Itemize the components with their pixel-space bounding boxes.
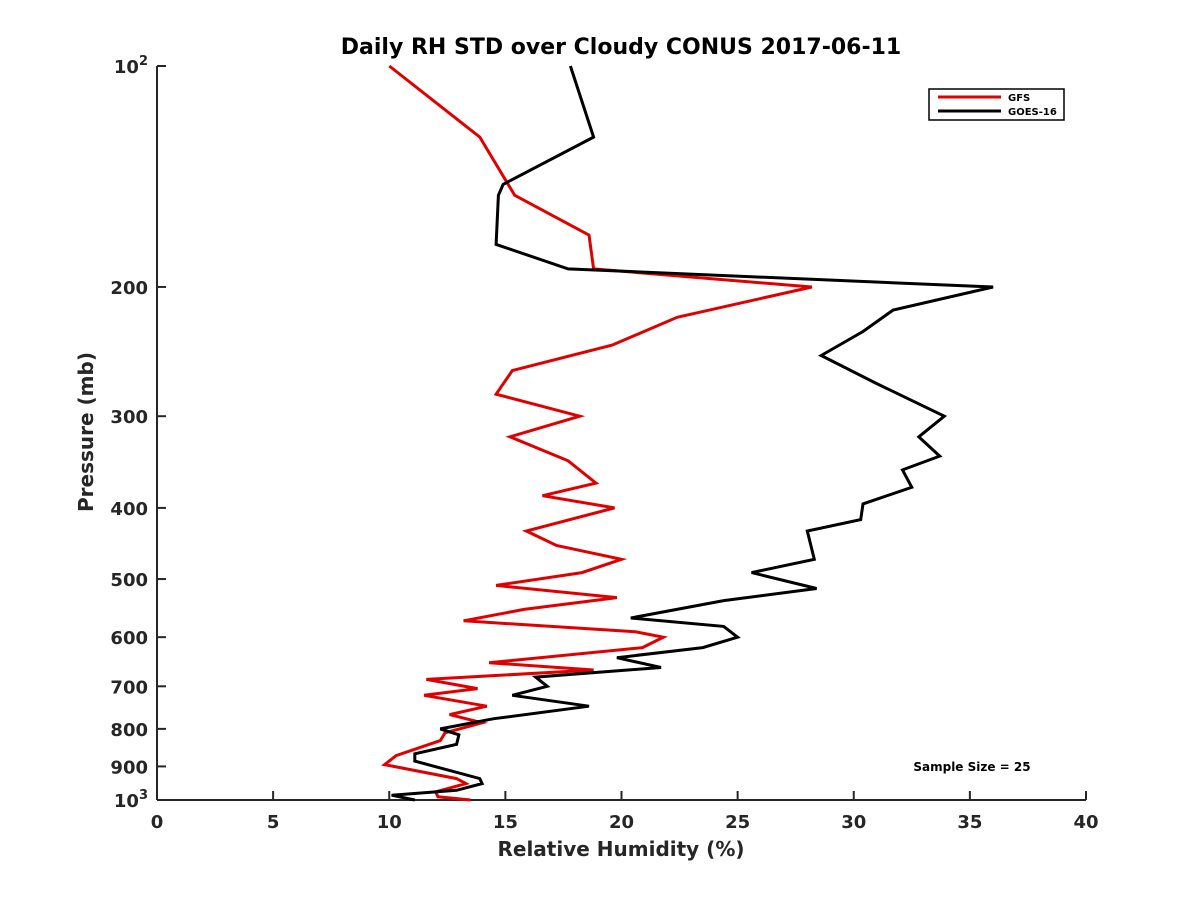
axes: 0 5 10 15 20 25 30 35 40 102 200 300 400 500 600 700 800… (110, 54, 1098, 833)
x-tick-label: 20 (609, 812, 634, 833)
y-tick-label: 300 (110, 407, 148, 428)
series-line-goes-16 (391, 65, 994, 802)
y-tick-label: 900 (110, 757, 148, 778)
y-tick-label: 103 (114, 788, 148, 812)
legend-box (928, 88, 1065, 121)
legend-label-gfs: GFS (1008, 93, 1030, 104)
x-tick-label: 25 (725, 812, 750, 833)
y-tick-label: 400 (110, 499, 148, 520)
x-tick-label: 0 (151, 812, 164, 833)
y-tick-label: 600 (110, 628, 148, 649)
x-tick-label: 30 (841, 812, 866, 833)
sample-size-annotation: Sample Size = 25 (913, 760, 1030, 774)
legend: GFS GOES-16 (928, 88, 1065, 121)
x-tick-label: 35 (957, 812, 982, 833)
series-line-gfs (381, 64, 813, 802)
y-tick-label: 700 (110, 677, 148, 698)
series-lines (381, 64, 994, 802)
chart-title: Daily RH STD over Cloudy CONUS 2017-06-1… (341, 35, 901, 60)
x-tick-label: 5 (267, 812, 280, 833)
x-tick-label: 15 (493, 812, 518, 833)
y-tick-label: 800 (110, 720, 148, 741)
y-tick-label: 500 (110, 570, 148, 591)
y-axis-label: Pressure (mb) (74, 352, 98, 512)
y-tick-label: 200 (110, 278, 148, 299)
y-tick-label: 102 (114, 54, 148, 78)
x-tick-label: 10 (377, 812, 402, 833)
x-axis-label: Relative Humidity (%) (497, 837, 744, 861)
legend-label-goes-16: GOES-16 (1008, 107, 1057, 118)
x-tick-label: 40 (1073, 812, 1098, 833)
